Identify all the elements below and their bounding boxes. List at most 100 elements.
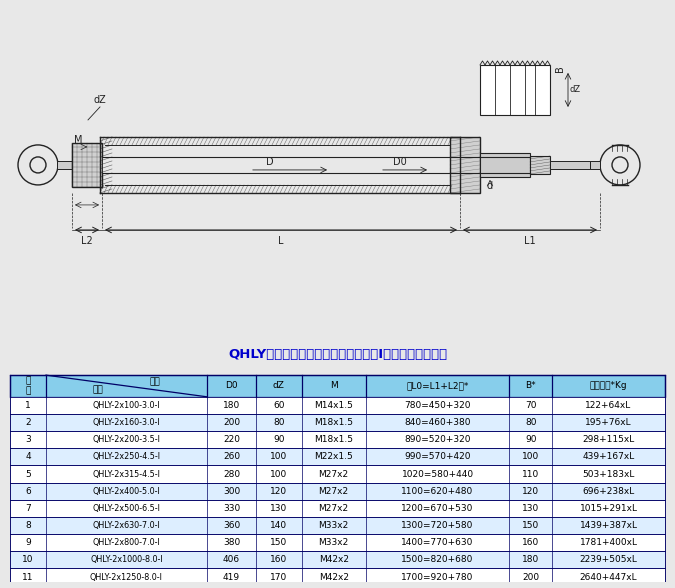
Text: 1100=620+480: 1100=620+480 [402,487,474,496]
Text: D0: D0 [393,157,407,167]
Text: 330: 330 [223,504,240,513]
Text: 1500=820+680: 1500=820+680 [402,556,474,564]
Text: 4: 4 [25,452,31,462]
Text: 130: 130 [522,504,539,513]
Text: （L0=L1+L2）*: （L0=L1+L2）* [406,382,468,390]
Text: 90: 90 [273,435,285,444]
Text: M42x2: M42x2 [319,573,349,582]
Text: 80: 80 [273,418,285,427]
Bar [10,552,665,569]
Text: QHLY-2x800-7.0-Ⅰ: QHLY-2x800-7.0-Ⅰ [92,538,160,547]
Text: 120: 120 [522,487,539,496]
Bar [590,161,600,169]
Bar [550,161,590,169]
Text: 1015+291xL: 1015+291xL [580,504,637,513]
Bar [57,161,72,169]
Text: 1300=720+580: 1300=720+580 [402,521,474,530]
Text: 10: 10 [22,556,34,564]
Text: B: B [555,65,565,72]
Text: 200: 200 [223,418,240,427]
Text: 280: 280 [223,470,240,479]
Bar [10,466,665,483]
Text: 380: 380 [223,538,240,547]
Text: 1781+400xL: 1781+400xL [580,538,637,547]
Text: M14x1.5: M14x1.5 [315,401,353,410]
Text: 200: 200 [522,573,539,582]
Text: L: L [278,236,283,246]
Text: D: D [266,157,274,167]
Text: 参数: 参数 [150,377,161,386]
Text: 3: 3 [25,435,31,444]
Text: M33x2: M33x2 [319,538,349,547]
Text: QHLY-2x1250-8.0-Ⅰ: QHLY-2x1250-8.0-Ⅰ [90,573,163,582]
Text: 298+115xL: 298+115xL [583,435,634,444]
Text: M27x2: M27x2 [319,504,349,513]
Text: M27x2: M27x2 [319,487,349,496]
Bar [10,414,665,431]
Text: 8: 8 [25,521,31,530]
Text: 90: 90 [525,435,537,444]
Text: dZ: dZ [570,85,581,95]
Text: 80: 80 [525,418,537,427]
Text: 150: 150 [270,538,288,547]
Bar [72,143,102,187]
Bar [10,517,665,534]
Text: 890=520+320: 890=520+320 [404,435,470,444]
Text: 2: 2 [25,418,31,427]
Text: QHLY-2x630-7.0-Ⅰ: QHLY-2x630-7.0-Ⅰ [92,521,160,530]
Text: 406: 406 [223,556,240,564]
Text: 260: 260 [223,452,240,462]
Text: B*: B* [525,382,536,390]
Text: d: d [487,181,493,191]
Bar [10,569,665,586]
Text: L1: L1 [524,236,536,246]
Bar [10,586,665,588]
Text: 100: 100 [270,470,288,479]
Text: 130: 130 [270,504,288,513]
Bar [480,153,530,177]
Text: 220: 220 [223,435,240,444]
Bar [530,156,550,174]
Text: 1020=580+440: 1020=580+440 [402,470,474,479]
Text: QHLY-2x200-3.5-Ⅰ: QHLY-2x200-3.5-Ⅰ [92,435,160,444]
Text: 150: 150 [522,521,539,530]
Text: dZ: dZ [94,95,107,105]
Bar [10,500,665,517]
Text: QHLY-2x100-3.0-Ⅰ: QHLY-2x100-3.0-Ⅰ [92,401,160,410]
Bar [10,431,665,448]
Bar [10,375,665,397]
Text: 503+183xL: 503+183xL [583,470,634,479]
Text: D0: D0 [225,382,238,390]
Text: 180: 180 [223,401,240,410]
Text: M27x2: M27x2 [319,470,349,479]
Text: M18x1.5: M18x1.5 [314,435,353,444]
Text: 419: 419 [223,573,240,582]
Bar [10,397,665,414]
Text: 160: 160 [270,556,288,564]
Text: QHLY-2x160-3.0-Ⅰ: QHLY-2x160-3.0-Ⅰ [92,418,160,427]
Text: M18x1.5: M18x1.5 [314,418,353,427]
Text: 100: 100 [270,452,288,462]
Bar [10,483,665,500]
Text: 110: 110 [522,470,539,479]
Text: 7: 7 [25,504,31,513]
Text: 6: 6 [25,487,31,496]
Text: 300: 300 [223,487,240,496]
Text: 60: 60 [273,401,285,410]
Text: 9: 9 [25,538,31,547]
Text: L2: L2 [81,236,93,246]
Bar [10,534,665,552]
Text: QHLY-2x400-5.0-Ⅰ: QHLY-2x400-5.0-Ⅰ [92,487,160,496]
Text: 型号: 型号 [92,386,103,395]
Text: M: M [330,382,338,390]
Text: M33x2: M33x2 [319,521,349,530]
Text: 11: 11 [22,573,34,582]
Text: 1700=920+780: 1700=920+780 [402,573,474,582]
Text: M22x1.5: M22x1.5 [315,452,353,462]
Text: 840=460+380: 840=460+380 [404,418,470,427]
Text: 195+76xL: 195+76xL [585,418,632,427]
Bar [102,157,530,173]
Text: QHLY-2x250-4.5-Ⅰ: QHLY-2x250-4.5-Ⅰ [92,452,161,462]
Text: QHLY-2x500-6.5-Ⅰ: QHLY-2x500-6.5-Ⅰ [92,504,160,513]
Text: 696+238xL: 696+238xL [583,487,634,496]
